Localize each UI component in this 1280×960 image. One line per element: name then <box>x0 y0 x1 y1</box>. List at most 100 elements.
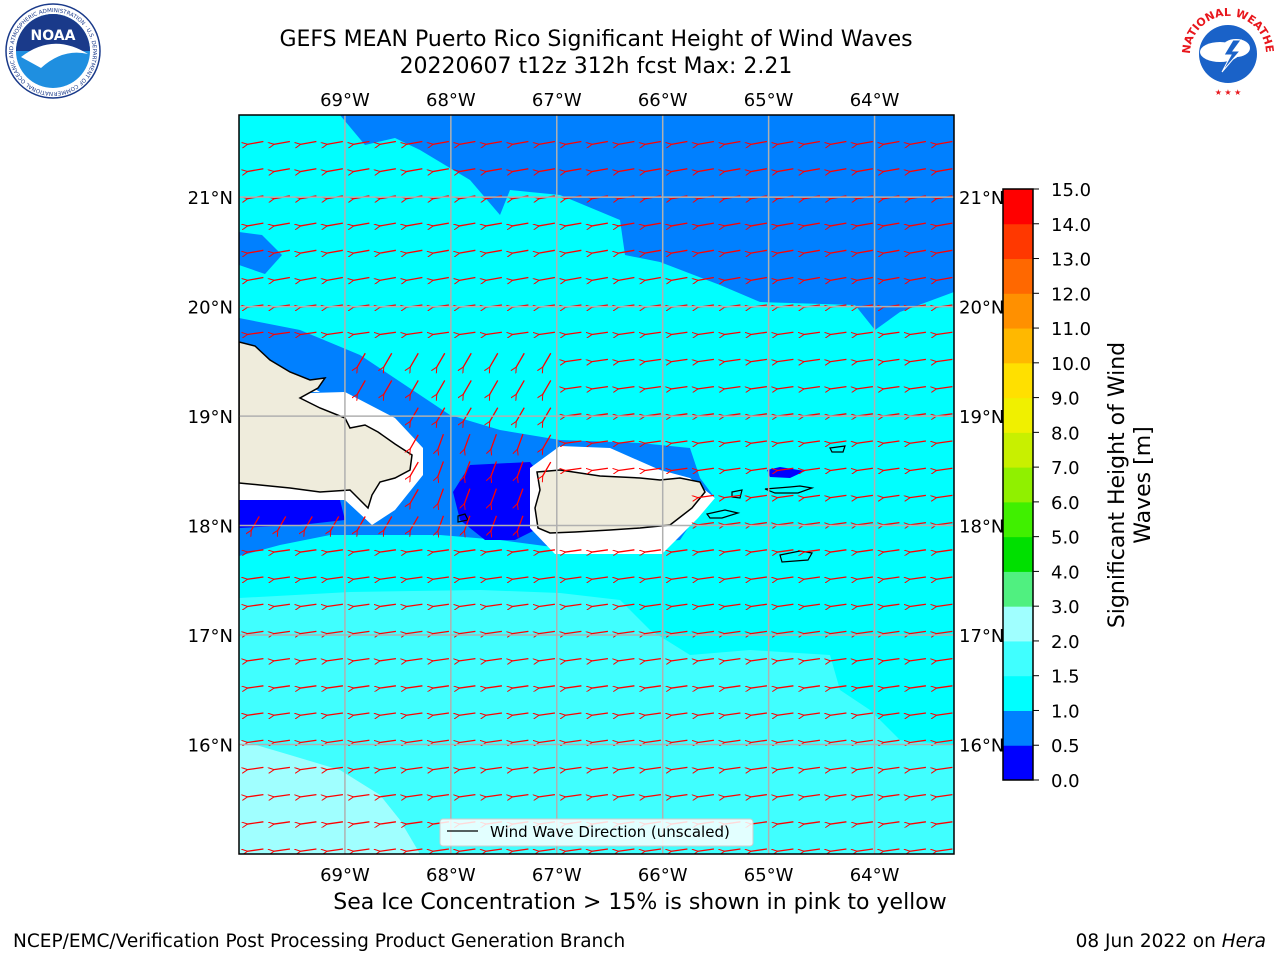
wave-arrow <box>304 516 313 531</box>
wave-arrow <box>856 222 873 226</box>
wave-arrow <box>697 766 715 769</box>
wave-arrow <box>750 685 768 688</box>
lat-tick-label: 17°N <box>188 626 233 647</box>
wave-arrow <box>459 685 476 688</box>
wave-arrow <box>883 685 900 688</box>
wave-arrow <box>777 385 794 389</box>
wave-arrow <box>856 603 874 606</box>
lat-tick-label: 21°N <box>188 188 233 209</box>
wave-arrow <box>247 821 264 824</box>
wave-arrow <box>909 140 926 145</box>
colorbar-segment <box>1003 328 1033 364</box>
wave-arrow <box>459 549 476 552</box>
wave-arrow <box>410 488 419 504</box>
colorbar-segment <box>1003 223 1033 260</box>
colorbar-frame <box>1002 188 1034 781</box>
wave-arrow <box>432 168 449 172</box>
wave-arrow <box>300 603 317 606</box>
wave-arrow <box>644 549 662 552</box>
wave-arrow <box>618 331 635 334</box>
wave-arrow <box>671 549 688 552</box>
lon-tick-label: 65°W <box>744 90 794 111</box>
anegada-island <box>829 445 846 453</box>
wave-arrow <box>410 434 419 450</box>
wave-arrow <box>459 140 476 145</box>
wave-arrow <box>909 712 927 715</box>
colorbar-segment <box>1003 362 1033 399</box>
wave-arrow <box>565 358 582 361</box>
wave-arrow <box>379 140 396 145</box>
wave-arrow <box>485 712 503 715</box>
wave-arrow <box>856 276 873 281</box>
wave-arrow <box>803 168 820 172</box>
wave-arrow <box>909 168 926 172</box>
wave-arrow <box>936 739 953 742</box>
wave-arrow <box>750 712 768 715</box>
wave-arrow <box>936 766 953 769</box>
wave-arrow <box>671 766 688 769</box>
wave-arrow <box>565 766 582 769</box>
wave-arrow <box>247 140 264 145</box>
lon-tick-label: 69°W <box>320 90 370 111</box>
wave-arrow <box>538 685 556 688</box>
wave-band-0_5-1-north <box>340 115 954 330</box>
wave-arrow <box>512 848 529 851</box>
lon-tick-label: 67°W <box>532 90 582 111</box>
wave-arrow <box>644 467 662 470</box>
wave-arrow <box>777 168 794 172</box>
wave-arrow <box>406 630 423 633</box>
wave-arrow <box>485 576 503 579</box>
wave-arrow <box>516 407 525 423</box>
wave-arrow <box>432 712 450 715</box>
wave-arrow <box>353 549 370 552</box>
wave-arrow <box>489 407 499 423</box>
lat-tick-label: 18°N <box>188 517 233 538</box>
footer-date-text: 08 Jun 2022 on <box>1075 931 1222 952</box>
wave-arrow <box>512 222 529 226</box>
wave-arrow <box>830 494 847 497</box>
footer-credit: NCEP/EMC/Verification Post Processing Pr… <box>13 931 626 952</box>
wave-arrow <box>247 603 264 606</box>
wave-arrow <box>326 712 344 715</box>
wave-arrow <box>644 712 662 715</box>
wave-arrow <box>379 276 396 281</box>
wave-arrow <box>326 685 344 688</box>
wave-arrow <box>273 168 290 172</box>
wave-arrow <box>406 685 423 688</box>
wave-arrow <box>353 630 370 633</box>
wave-arrow <box>856 657 874 661</box>
wave-arrow <box>485 331 503 334</box>
wave-arrow <box>512 712 529 715</box>
wave-arrow <box>432 766 450 769</box>
wave-arrow <box>357 380 366 395</box>
wave-arrow <box>883 657 900 661</box>
wave-arrow <box>538 739 556 742</box>
wave-arrow <box>724 358 741 361</box>
wave-arrow <box>750 549 768 552</box>
wave-arrow <box>777 222 794 226</box>
wave-arrow <box>936 494 953 497</box>
wave-arrow <box>406 848 423 851</box>
wave-arrow <box>459 793 476 797</box>
wave-arrow <box>777 576 794 579</box>
wave-arrow <box>750 222 767 226</box>
wave-arrow <box>379 168 396 172</box>
wave-arrow <box>353 766 370 769</box>
wave-arrow <box>697 385 715 389</box>
wave-arrow <box>326 630 344 633</box>
wave-arrow <box>909 821 927 824</box>
wave-arrow <box>883 168 900 172</box>
wave-arrow <box>273 140 290 145</box>
wave-arrow <box>750 440 768 443</box>
wave-arrow <box>591 249 608 253</box>
footer-date: 08 Jun 2022 on Hera <box>1076 931 1266 952</box>
wave-arrow <box>489 352 499 368</box>
wave-arrow <box>463 407 472 423</box>
legend: Wind Wave Direction (unscaled) <box>439 818 754 847</box>
wave-arrow <box>830 467 847 470</box>
wave-arrow <box>909 440 927 443</box>
wave-arrow <box>353 168 370 172</box>
wave-arrow <box>750 576 768 579</box>
wave-arrow <box>724 521 741 525</box>
wave-arrow <box>697 140 714 145</box>
